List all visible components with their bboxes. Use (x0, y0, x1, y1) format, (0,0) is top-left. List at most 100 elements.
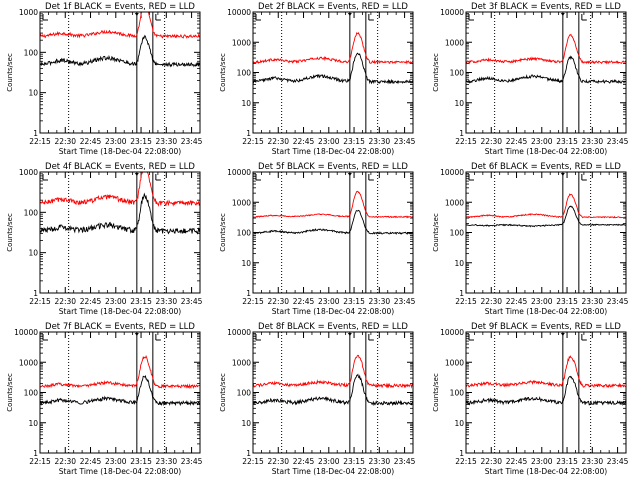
plot-frame (252, 11, 414, 134)
x-tick-label: 23:15 (130, 137, 152, 146)
detector-panel: Det 9f BLACK = Events, RED = LLD Counts/s… (432, 322, 629, 476)
x-tick-label: 23:00 (531, 297, 553, 306)
x-tick-label: 23:30 (156, 457, 178, 466)
x-tick-label: 22:45 (293, 297, 315, 306)
y-tick-label: 1000 (232, 358, 251, 367)
lld-series-line (465, 355, 626, 389)
detector-panel: Det 6f BLACK = Events, RED = LLD Counts/s… (432, 162, 629, 316)
panel-title: Det 9f BLACK = Events, RED = LLD (471, 322, 621, 332)
detector-panel: Det 1f BLACK = Events, RED = LLD Counts/s… (6, 2, 203, 156)
x-tick-label: 23:00 (318, 457, 340, 466)
y-axis-label: Counts/sec (432, 373, 440, 412)
y-tick-label: 100 (237, 229, 252, 238)
x-axis-label: Start Time (18-Dec-04 22:08:00) (272, 307, 394, 316)
x-tick-label: 22:30 (54, 457, 76, 466)
y-tick-label: 1000 (445, 198, 464, 207)
events-series-line (252, 373, 413, 407)
y-tick-label: 10000 (440, 168, 464, 177)
y-tick-label: 10000 (227, 8, 251, 17)
events-series-line (252, 52, 414, 85)
x-tick-label: 22:45 (506, 457, 528, 466)
x-tick-label: 23:00 (318, 137, 340, 146)
y-tick-label: 10000 (440, 8, 464, 17)
x-axis-label: Start Time (18-Dec-04 22:08:00) (272, 147, 394, 156)
x-axis-label: Start Time (18-Dec-04 22:08:00) (485, 467, 607, 476)
x-tick-label: 22:15 (29, 457, 51, 466)
x-tick-label: 22:30 (54, 137, 76, 146)
x-tick-label: 23:00 (105, 137, 127, 146)
events-series-line (40, 34, 201, 68)
plot-frame (465, 171, 627, 294)
x-tick-label: 22:15 (242, 457, 264, 466)
panel-title: Det 2f BLACK = Events, RED = LLD (258, 2, 408, 12)
x-tick-label: 23:15 (343, 297, 365, 306)
panel-title: Det 6f BLACK = Events, RED = LLD (471, 162, 621, 172)
y-axis-label: Counts/sec (219, 53, 227, 92)
events-series-line (465, 375, 627, 406)
x-tick-label: 23:30 (369, 137, 391, 146)
x-tick-label: 22:30 (480, 297, 502, 306)
x-tick-label: 22:45 (80, 457, 102, 466)
x-tick-label: 22:30 (267, 457, 289, 466)
x-tick-label: 22:15 (242, 137, 264, 146)
lld-series-line (465, 193, 626, 219)
x-tick-label: 23:45 (181, 297, 203, 306)
events-series-line (465, 205, 626, 228)
y-tick-label: 1000 (19, 8, 38, 17)
x-tick-label: 23:15 (130, 297, 152, 306)
y-tick-label: 10 (454, 419, 464, 428)
x-tick-label: 23:30 (369, 297, 391, 306)
peak-marker-icon (347, 13, 352, 16)
x-tick-label: 22:45 (80, 297, 102, 306)
x-tick-label: 23:45 (394, 457, 416, 466)
y-tick-label: 1 (459, 129, 464, 138)
x-tick-label: 23:30 (369, 457, 391, 466)
y-axis-label: Counts/sec (432, 53, 440, 92)
x-axis-label: Start Time (18-Dec-04 22:08:00) (272, 467, 394, 476)
x-tick-label: 23:00 (318, 297, 340, 306)
y-tick-label: 1000 (232, 38, 251, 47)
x-tick-label: 22:15 (29, 137, 51, 146)
panel-title: Det 7f BLACK = Events, RED = LLD (45, 322, 195, 332)
x-tick-label: 22:30 (480, 457, 502, 466)
x-tick-label: 22:45 (293, 137, 315, 146)
x-tick-label: 22:15 (455, 297, 477, 306)
lld-series-line (252, 354, 414, 389)
x-tick-label: 22:45 (293, 457, 315, 466)
y-tick-label: 1 (459, 449, 464, 458)
y-tick-label: 1 (246, 129, 251, 138)
y-axis-label: Counts/sec (6, 373, 14, 412)
x-tick-label: 23:15 (556, 137, 578, 146)
y-axis-label: Counts/sec (219, 373, 227, 412)
panel-title: Det 3f BLACK = Events, RED = LLD (471, 2, 621, 12)
panel-title: Det 8f BLACK = Events, RED = LLD (258, 322, 408, 332)
x-axis-label: Start Time (18-Dec-04 22:08:00) (485, 307, 607, 316)
peak-marker-icon (134, 333, 139, 336)
y-tick-label: 1 (33, 449, 38, 458)
x-tick-label: 23:45 (607, 297, 629, 306)
x-tick-label: 23:30 (156, 137, 178, 146)
peak-marker-icon (560, 13, 565, 16)
detector-panel: Det 4f BLACK = Events, RED = LLD Counts/s… (6, 162, 203, 316)
x-tick-label: 23:15 (556, 457, 578, 466)
x-tick-label: 23:45 (394, 137, 416, 146)
lld-series-line (39, 11, 200, 39)
peak-marker-icon (347, 173, 352, 176)
lld-series-line (39, 354, 200, 390)
x-tick-label: 23:15 (556, 297, 578, 306)
x-tick-label: 23:45 (181, 457, 203, 466)
x-tick-label: 23:30 (156, 297, 178, 306)
y-tick-label: 10000 (227, 168, 251, 177)
y-tick-label: 10 (28, 89, 38, 98)
y-tick-label: 100 (237, 69, 252, 78)
y-tick-label: 10000 (14, 328, 38, 337)
plot-frame (39, 171, 201, 294)
y-tick-label: 1000 (19, 168, 38, 177)
y-tick-label: 10 (241, 99, 251, 108)
y-tick-label: 10 (241, 419, 251, 428)
lld-series-line (252, 31, 414, 65)
x-tick-label: 22:15 (455, 137, 477, 146)
x-axis-label: Start Time (18-Dec-04 22:08:00) (59, 147, 181, 156)
lld-series-line (39, 171, 200, 207)
